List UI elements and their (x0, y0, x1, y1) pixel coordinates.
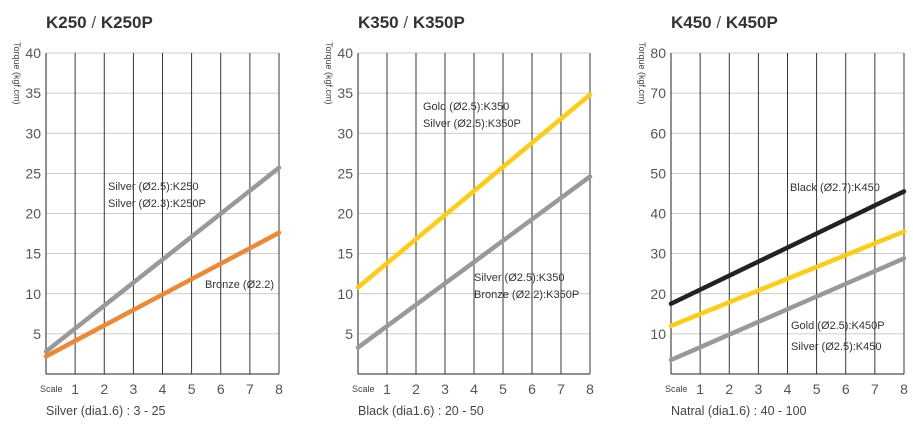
chart-footer-note: Black (dia1.6) : 20 - 50 (358, 404, 484, 418)
y-tick-label: 35 (25, 85, 41, 101)
y-tick-label: 30 (25, 125, 41, 141)
y-tick-label: 10 (650, 326, 666, 342)
x-tick-label: 5 (188, 381, 196, 397)
x-tick-label: 3 (441, 381, 449, 397)
y-tick-label: 70 (650, 85, 666, 101)
chart-title: K450 / K450P (671, 13, 778, 33)
x-tick-label: 1 (71, 381, 79, 397)
y-tick-label: 80 (650, 45, 666, 61)
y-tick-label: 10 (337, 286, 353, 302)
chart-panel-k250: K250 / K250P Torque (kgf.cm) 5 10 15 20 25 30… (0, 0, 304, 437)
series-annotation: Gold (Ø2.5):K350 (423, 101, 509, 113)
series-line (355, 92, 593, 290)
y-tick-label: 35 (337, 85, 353, 101)
series-line (668, 256, 907, 363)
x-tick-label: 2 (725, 381, 733, 397)
x-tick-label: 4 (470, 381, 478, 397)
y-tick-label: 40 (25, 45, 41, 61)
series-annotation: Silver (Ø2.5):K250 (108, 181, 198, 193)
series-line (355, 174, 593, 350)
chart-title-secondary: K250P (100, 13, 153, 32)
chart-title-primary: K350 (358, 13, 399, 32)
x-tick-label: 5 (813, 381, 821, 397)
y-tick-label: 10 (25, 286, 41, 302)
y-tick-label: 20 (25, 206, 41, 222)
chart-title-separator: / (86, 13, 101, 32)
chart-title-secondary: K350P (412, 13, 465, 32)
y-tick-label: 15 (337, 246, 353, 262)
chart-panel-k350: K350 / K350P Torque (kgf.cm) 5 10 15 20 25 30… (304, 0, 608, 437)
chart-title-secondary: K450P (725, 13, 778, 32)
y-tick-label: 60 (650, 125, 666, 141)
line-chart: 10 20 30 40 50 60 70 80 1 2 3 4 5 6 7 8 Scale Black (Ø2.7… (650, 45, 908, 397)
series-line (43, 230, 282, 359)
chart-title-primary: K250 (46, 13, 87, 32)
chart-title-separator: / (398, 13, 413, 32)
y-tick-label: 25 (25, 165, 41, 181)
series-line (668, 189, 907, 307)
x-tick-label: 8 (586, 381, 594, 397)
x-tick-label: 6 (842, 381, 850, 397)
x-tick-label: 7 (557, 381, 565, 397)
x-tick-label: 6 (528, 381, 536, 397)
x-tick-label: 1 (383, 381, 391, 397)
x-tick-label: 8 (275, 381, 283, 397)
series-annotation: Silver (Ø2.5):K350P (423, 118, 521, 130)
series-annotation: Bronze (Ø2.2) (205, 279, 274, 291)
x-tick-label: 8 (900, 381, 908, 397)
series-annotation: Gold (Ø2.5):K450P (791, 320, 885, 332)
y-tick-label: 15 (25, 246, 41, 262)
x-tick-label: 4 (784, 381, 792, 397)
chart-panel-k450: K450 / K450P Torque (kgf.cm) 10 20 30 40 50 6… (609, 0, 913, 437)
chart-title-separator: / (711, 13, 726, 32)
x-axis-label: Scale (40, 384, 63, 394)
series-annotation: Bronze (Ø2.2):K350P (474, 289, 579, 301)
y-tick-label: 25 (337, 165, 353, 181)
x-tick-label: 7 (871, 381, 879, 397)
y-tick-label: 20 (337, 206, 353, 222)
line-chart: 5 10 15 20 25 30 35 40 1 2 3 4 5 6 7 8 Scale Gold (Ø2.5):… (337, 45, 594, 397)
x-axis-label: Scale (352, 384, 375, 394)
x-tick-label: 2 (100, 381, 108, 397)
y-tick-label: 5 (345, 326, 353, 342)
series-annotation: Black (Ø2.7):K450 (790, 182, 880, 194)
x-tick-label: 3 (754, 381, 762, 397)
y-tick-label: 50 (650, 165, 666, 181)
y-tick-label: 40 (650, 206, 666, 222)
series-line (43, 165, 282, 354)
x-tick-label: 3 (129, 381, 137, 397)
y-tick-label: 20 (650, 286, 666, 302)
chart-title: K250 / K250P (46, 13, 153, 33)
series-line (668, 229, 907, 329)
y-tick-label: 5 (33, 326, 41, 342)
x-tick-label: 6 (217, 381, 225, 397)
series-annotation: Silver (Ø2.5):K350 (474, 272, 564, 284)
y-tick-label: 40 (337, 45, 353, 61)
chart-title: K350 / K350P (358, 13, 465, 33)
x-tick-label: 7 (246, 381, 254, 397)
series-annotation: Silver (Ø2.3):K250P (108, 198, 206, 210)
chart-title-primary: K450 (671, 13, 712, 32)
series-annotation: Silver (Ø2.5):K450 (791, 341, 881, 353)
x-tick-label: 1 (696, 381, 704, 397)
x-tick-label: 5 (499, 381, 507, 397)
chart-footer-note: Natral (dia1.6) : 40 - 100 (671, 404, 807, 418)
x-tick-label: 2 (412, 381, 420, 397)
x-tick-label: 4 (159, 381, 167, 397)
y-tick-label: 30 (650, 246, 666, 262)
chart-footer-note: Silver (dia1.6) : 3 - 25 (46, 404, 166, 418)
line-chart: 5 10 15 20 25 30 35 40 1 2 3 4 5 6 7 8 Scale Silver (Ø2.5… (25, 45, 283, 397)
y-tick-label: 30 (337, 125, 353, 141)
x-axis-label: Scale (665, 384, 688, 394)
